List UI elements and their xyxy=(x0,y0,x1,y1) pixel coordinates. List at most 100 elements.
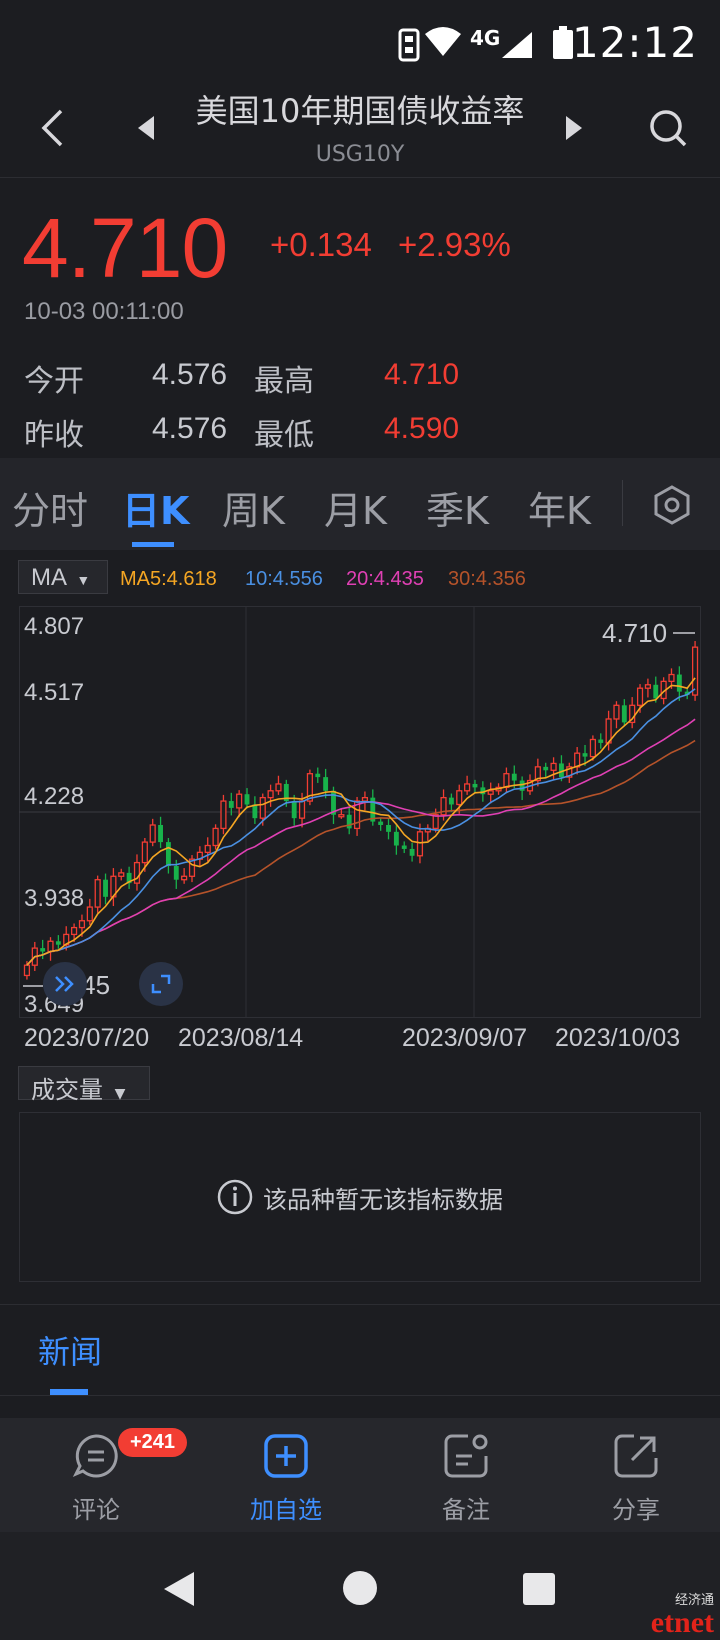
caret-down-icon: ▼ xyxy=(114,1086,126,1102)
candle-body xyxy=(589,738,596,758)
candle-body xyxy=(173,866,179,880)
chart-settings-button[interactable] xyxy=(652,484,692,530)
nav-home-icon[interactable] xyxy=(342,1570,378,1606)
candle-body xyxy=(275,783,282,792)
candle-body xyxy=(323,777,329,791)
prev-instrument-button[interactable] xyxy=(122,104,170,152)
candle-body xyxy=(94,879,101,908)
last-price: 4.710 xyxy=(22,201,228,295)
candle-body xyxy=(353,800,361,830)
candle-body xyxy=(220,800,227,830)
ma-selector[interactable]: MA ▼ xyxy=(18,560,108,594)
candle-body xyxy=(566,766,573,778)
next-instrument-button[interactable] xyxy=(550,104,598,152)
volume-panel: 该品种暂无该指标数据 xyxy=(19,1112,701,1282)
tab-daily-k[interactable]: 日K xyxy=(122,489,190,533)
candle-body xyxy=(543,766,549,771)
comment-label: 评论 xyxy=(72,1496,120,1524)
add-watchlist-label: 加自选 xyxy=(250,1496,322,1524)
candle-body xyxy=(480,787,486,795)
kline-svg: 4.807 4.517 4.228 3.938 3.649 4.710 3.74… xyxy=(19,606,701,1018)
ma30-value: 30:4.356 xyxy=(448,568,526,590)
x-tick-label: 2023/10/03 xyxy=(555,1024,681,1052)
candle-body xyxy=(40,948,46,952)
tab-monthly-k[interactable]: 月K xyxy=(324,489,387,533)
x-tick-label: 2023/08/14 xyxy=(178,1024,304,1052)
tab-quarterly-k[interactable]: 季K xyxy=(426,489,489,533)
quote-panel: 4.710 +0.134 +2.93% 10-03 00:11:00 今开 4.… xyxy=(0,178,720,458)
candle-body xyxy=(416,831,424,857)
candle-body xyxy=(456,790,463,806)
candle-body xyxy=(464,783,471,792)
candle-body xyxy=(409,848,415,856)
candle-body xyxy=(149,824,156,843)
low-value: 4.590 xyxy=(384,412,460,445)
prev-close-value: 4.576 xyxy=(152,412,228,445)
nav-back-icon[interactable] xyxy=(162,1570,196,1608)
candle-body xyxy=(613,704,620,720)
candle-body xyxy=(644,684,651,689)
chevron-left-icon xyxy=(41,109,63,147)
add-square-icon xyxy=(264,1434,308,1478)
tab-yearly-k[interactable]: 年K xyxy=(528,489,591,533)
tab-news[interactable]: 新闻 xyxy=(38,1333,103,1371)
clock: 12:12 xyxy=(571,18,698,67)
back-button[interactable] xyxy=(28,104,76,152)
note-label: 备注 xyxy=(442,1496,490,1524)
comment-button[interactable]: 评论 xyxy=(36,1432,156,1525)
ma10-value: 10:4.556 xyxy=(245,568,323,590)
candle-body xyxy=(55,941,61,945)
watermark-cn: 经济通 xyxy=(674,1593,714,1608)
candle-body xyxy=(684,691,690,696)
candle-body xyxy=(621,705,627,723)
candle-body xyxy=(503,773,510,789)
candle-body xyxy=(598,739,604,743)
x-tick-label: 2023/07/20 xyxy=(24,1024,150,1052)
candle-body xyxy=(472,783,478,788)
info-icon xyxy=(217,1179,253,1215)
candle-body xyxy=(636,687,644,706)
candle-body xyxy=(393,831,399,846)
candle-body xyxy=(252,804,258,819)
candle-body xyxy=(331,790,336,815)
candle-body xyxy=(188,858,196,877)
price-change-pct: +2.93% xyxy=(398,226,511,263)
candle-body xyxy=(78,920,86,929)
note-button[interactable]: 备注 xyxy=(406,1432,526,1525)
nav-recents-icon[interactable] xyxy=(522,1572,556,1606)
candle-body xyxy=(267,790,274,799)
low-label: 最低 xyxy=(254,418,314,453)
fullscreen-button[interactable] xyxy=(139,962,183,1006)
candle-body xyxy=(118,872,125,877)
candle-body xyxy=(291,801,297,819)
candle-body xyxy=(165,842,171,867)
candle-body xyxy=(401,845,407,849)
ma5-value: MA5:4.618 xyxy=(120,568,217,590)
candle-body xyxy=(559,763,564,778)
tab-weekly-k[interactable]: 周K xyxy=(222,489,285,533)
share-button[interactable]: 分享 xyxy=(576,1432,696,1525)
scroll-to-latest-button[interactable] xyxy=(43,962,87,1006)
candle-body xyxy=(487,790,494,795)
ma20-line xyxy=(26,718,696,966)
candle-body xyxy=(298,800,306,819)
candle-body xyxy=(23,964,31,977)
price-change: +0.134 xyxy=(270,226,372,263)
sim-icon xyxy=(398,28,420,66)
comment-icon xyxy=(72,1434,118,1478)
add-watchlist-button[interactable]: 加自选 xyxy=(226,1432,346,1525)
candle-body xyxy=(181,875,188,881)
y-tick-label: 4.228 xyxy=(24,783,84,810)
search-button[interactable] xyxy=(644,104,692,152)
volume-selector[interactable]: 成交量 ▼ xyxy=(18,1066,150,1104)
candle-body xyxy=(103,879,108,897)
empty-volume-message: 该品种暂无该指标数据 xyxy=(263,1185,503,1214)
kline-chart[interactable]: 4.807 4.517 4.228 3.938 3.649 4.710 3.74… xyxy=(19,606,701,1018)
candle-body xyxy=(361,796,369,802)
tab-intraday[interactable]: 分时 xyxy=(12,489,89,533)
wifi-icon xyxy=(424,26,462,62)
period-tabs: 分时 日K 周K 月K 季K 年K xyxy=(0,458,720,550)
candle-body xyxy=(283,783,289,802)
candle-body xyxy=(668,673,675,683)
quote-timestamp: 10-03 00:11:00 xyxy=(24,298,184,325)
